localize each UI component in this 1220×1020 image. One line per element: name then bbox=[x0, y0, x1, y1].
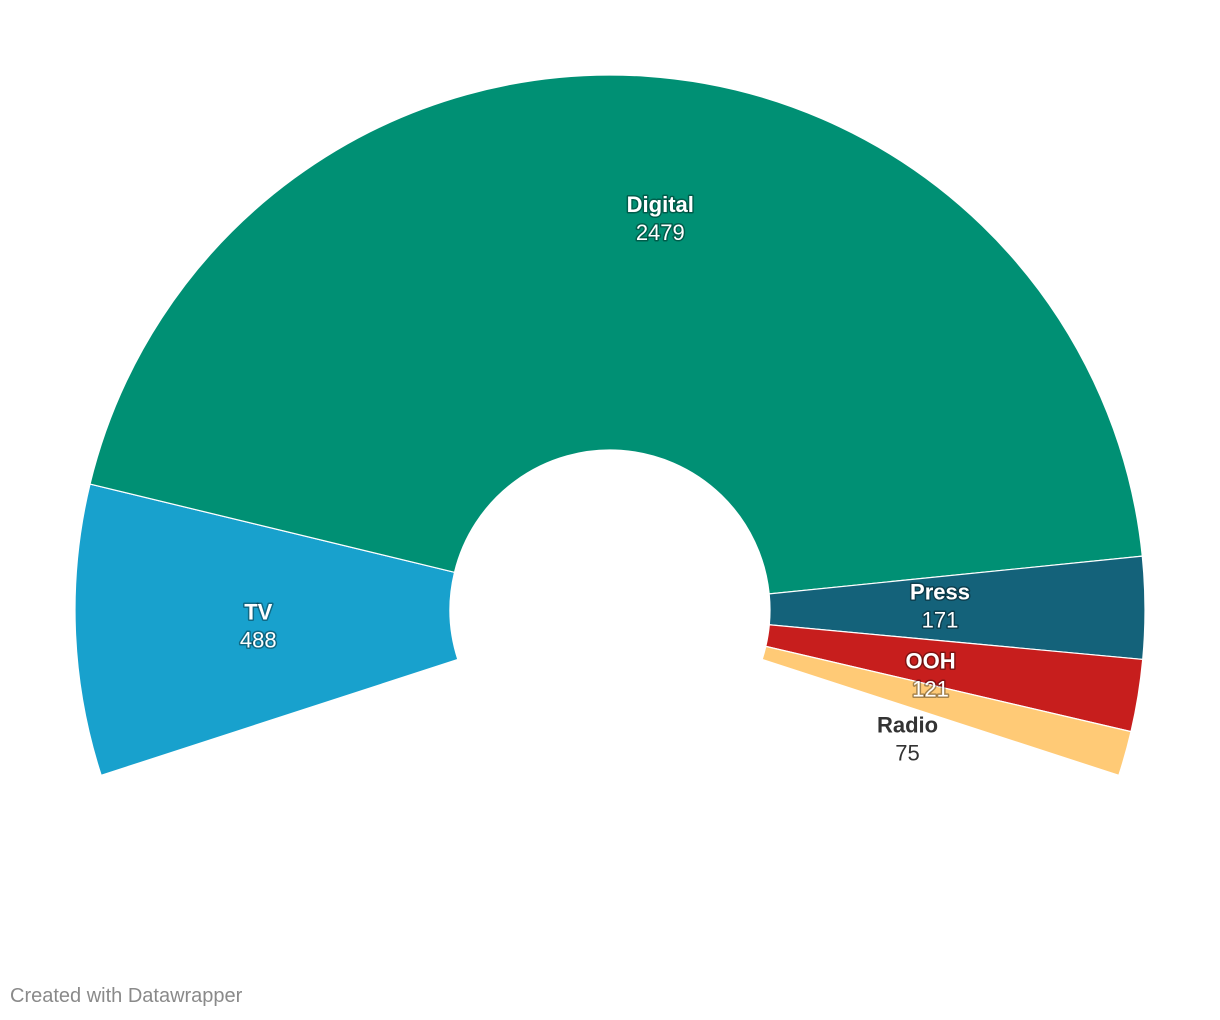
label-value-press: 171 bbox=[922, 608, 959, 633]
semi-donut-chart: TV 488 Digital 2479 Press 171 OOH 121 Radio 75 bbox=[74, 74, 1146, 777]
slice-radio[interactable] bbox=[761, 645, 1132, 777]
label-name-digital: Digital bbox=[627, 192, 694, 217]
label-name-ooh: OOH bbox=[905, 648, 955, 673]
label-name-tv: TV bbox=[244, 599, 272, 624]
slice-digital[interactable] bbox=[89, 74, 1143, 595]
chart-labels: TV 488 Digital 2479 Press 171 OOH 121 Radio 75 bbox=[238, 190, 971, 766]
label-value-tv: 488 bbox=[240, 627, 277, 652]
slice-tv[interactable] bbox=[74, 483, 459, 777]
datawrapper-credit[interactable]: Created with Datawrapper bbox=[10, 985, 243, 1007]
label-name-press: Press bbox=[910, 580, 970, 605]
label-value-ooh: 121 bbox=[912, 676, 949, 701]
chart-slices bbox=[74, 74, 1146, 777]
label-value-digital: 2479 bbox=[636, 220, 685, 245]
label-value-radio: 75 bbox=[895, 740, 919, 765]
label-name-radio: Radio bbox=[877, 712, 938, 737]
